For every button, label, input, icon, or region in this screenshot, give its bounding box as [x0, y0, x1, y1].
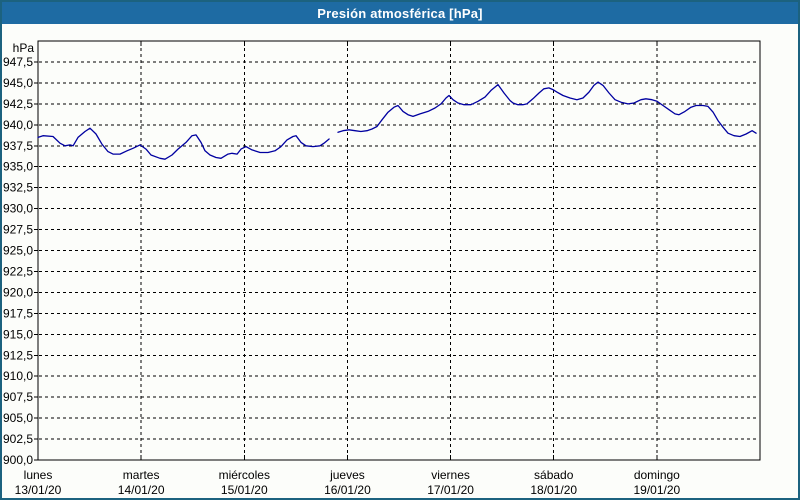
- day-name-label: viernes: [431, 468, 470, 482]
- y-tick-label: 902,5: [3, 432, 33, 446]
- y-tick-label: 915,0: [3, 327, 33, 341]
- day-date-label: 15/01/20: [221, 483, 268, 497]
- gridlines: [39, 42, 759, 459]
- day-name-label: lunes: [24, 468, 53, 482]
- day-date-label: 19/01/20: [633, 483, 680, 497]
- y-tick-label: 912,5: [3, 348, 33, 362]
- y-axis-unit-label: hPa: [13, 41, 35, 55]
- y-tick-label: 905,0: [3, 411, 33, 425]
- y-tick-label: 945,0: [3, 76, 33, 90]
- y-tick-label: 937,5: [3, 139, 33, 153]
- pressure-series-line: [37, 127, 330, 160]
- y-tick-label: 907,5: [3, 390, 33, 404]
- y-tick-label: 900,0: [3, 453, 33, 467]
- day-name-label: miércoles: [219, 468, 270, 482]
- y-tick-label: 920,0: [3, 285, 33, 299]
- y-tick-label: 925,0: [3, 244, 33, 258]
- y-tick-label: 932,5: [3, 181, 33, 195]
- day-date-label: 16/01/20: [324, 483, 371, 497]
- y-tick-label: 910,0: [3, 369, 33, 383]
- y-tick-label: 930,0: [3, 202, 33, 216]
- day-date-label: 17/01/20: [427, 483, 474, 497]
- y-tick-label: 940,0: [3, 118, 33, 132]
- y-tick-label: 922,5: [3, 264, 33, 278]
- day-name-label: domingo: [634, 468, 680, 482]
- y-tick-label: 927,5: [3, 223, 33, 237]
- chart-title-bar: Presión atmosférica [hPa]: [2, 2, 798, 24]
- day-name-label: martes: [123, 468, 160, 482]
- y-tick-label: 935,0: [3, 160, 33, 174]
- day-date-label: 18/01/20: [530, 483, 577, 497]
- y-tick-label: 947,5: [3, 55, 33, 69]
- pressure-series-line: [337, 81, 757, 138]
- day-date-label: 14/01/20: [118, 483, 165, 497]
- pressure-series: [37, 81, 757, 160]
- day-name-label: sábado: [534, 468, 574, 482]
- day-name-label: jueves: [329, 468, 365, 482]
- chart-title: Presión atmosférica [hPa]: [317, 5, 483, 21]
- day-date-label: 13/01/20: [15, 483, 62, 497]
- y-tick-label: 917,5: [3, 306, 33, 320]
- y-tick-label: 942,5: [3, 97, 33, 111]
- axis-ticks: [34, 41, 658, 461]
